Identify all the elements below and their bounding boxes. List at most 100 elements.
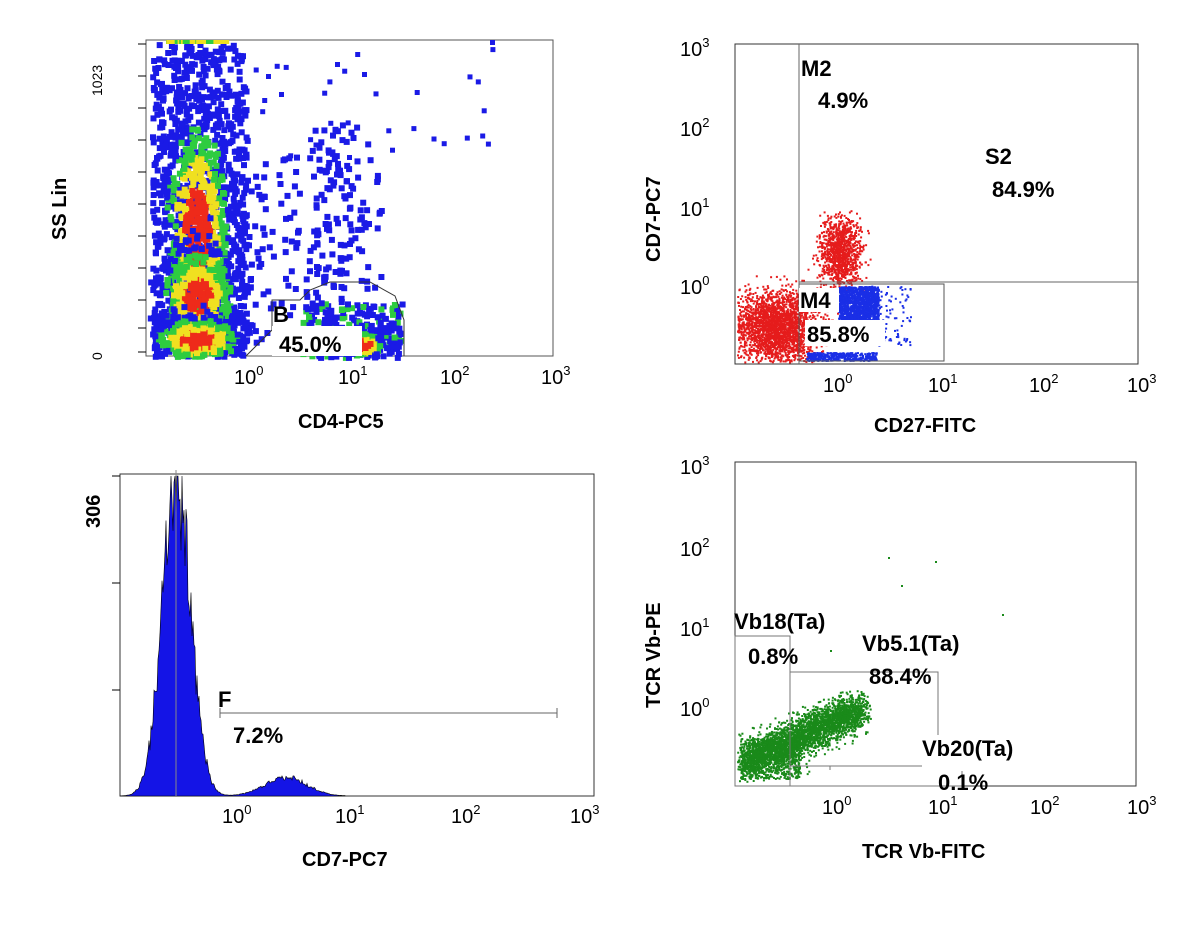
red-event — [751, 296, 754, 299]
red-event — [792, 306, 795, 309]
density-event — [150, 200, 157, 207]
density-event — [209, 40, 216, 44]
red-event — [744, 285, 747, 288]
density-event — [228, 330, 235, 337]
density-event — [337, 267, 344, 274]
density-event — [219, 176, 226, 183]
red-event — [776, 300, 779, 303]
density-event — [227, 203, 234, 210]
red-event — [809, 315, 812, 318]
density-event — [322, 221, 329, 227]
red-event — [745, 350, 748, 353]
red-event — [740, 344, 743, 347]
density-event — [168, 129, 175, 136]
red-event — [792, 351, 795, 354]
red-event — [754, 331, 757, 334]
density-event — [172, 316, 179, 323]
density-event — [217, 269, 224, 276]
density-event — [216, 117, 223, 124]
density-event — [318, 191, 325, 198]
red-event — [765, 354, 768, 357]
density-event — [238, 179, 245, 186]
red-event — [794, 354, 797, 356]
red-event — [741, 331, 744, 334]
density-event — [293, 244, 300, 251]
density-event — [248, 188, 255, 195]
density-event — [200, 64, 207, 70]
density-event — [156, 135, 163, 142]
density-event — [212, 338, 219, 345]
density-event — [190, 218, 196, 225]
density-event — [183, 237, 189, 244]
density-event — [242, 85, 249, 92]
density-event — [316, 156, 323, 163]
density-event — [204, 275, 210, 282]
red-event — [778, 297, 781, 300]
red-event — [789, 306, 792, 309]
red-event — [759, 306, 762, 309]
density-event — [386, 128, 392, 134]
density-event — [177, 208, 184, 215]
red-event — [786, 334, 789, 337]
density-event — [344, 162, 351, 169]
density-event — [220, 184, 227, 191]
density-event — [283, 215, 289, 222]
density-event — [266, 244, 273, 251]
density-event — [334, 128, 341, 135]
density-event — [314, 227, 321, 234]
red-event — [762, 329, 765, 332]
density-event — [328, 120, 334, 126]
red-event — [738, 329, 741, 332]
density-event — [164, 277, 171, 283]
density-event — [374, 225, 381, 232]
density-event — [334, 171, 340, 178]
density-event — [178, 75, 185, 82]
density-event — [312, 127, 319, 134]
density-event — [239, 194, 246, 201]
red-event — [777, 355, 779, 358]
red-event — [749, 331, 752, 334]
density-event — [181, 186, 188, 193]
density-event — [355, 174, 362, 181]
density-event — [358, 277, 365, 284]
density-event — [321, 127, 328, 134]
red-event — [787, 352, 790, 355]
density-event — [219, 212, 226, 218]
red-event — [755, 306, 758, 309]
density-event — [364, 353, 371, 360]
density-event — [219, 246, 225, 253]
density-event — [198, 320, 205, 327]
red-event — [797, 352, 800, 355]
density-event — [229, 213, 236, 220]
red-event — [791, 350, 794, 353]
density-event — [318, 139, 325, 146]
red-event — [761, 309, 764, 312]
density-event — [218, 150, 225, 157]
density-event — [160, 282, 167, 289]
density-event — [285, 282, 292, 289]
density-event — [278, 200, 285, 207]
density-event — [279, 92, 284, 97]
density-event — [201, 210, 208, 217]
density-event — [245, 177, 251, 184]
red-event — [779, 350, 782, 353]
density-event — [241, 162, 247, 169]
density-event — [193, 167, 200, 174]
red-event — [740, 328, 743, 331]
red-event — [771, 337, 774, 340]
density-event — [217, 164, 224, 171]
red-event — [755, 318, 757, 321]
density-event — [252, 328, 259, 335]
red-event — [751, 322, 753, 325]
red-event — [794, 349, 797, 351]
density-event — [195, 175, 202, 182]
density-event — [189, 151, 196, 158]
density-event — [156, 153, 163, 160]
red-event — [783, 324, 786, 327]
density-event — [295, 227, 302, 234]
density-event — [178, 139, 185, 146]
density-event — [345, 301, 351, 308]
density-event — [390, 305, 396, 312]
density-event — [181, 165, 188, 172]
red-event — [772, 353, 775, 356]
